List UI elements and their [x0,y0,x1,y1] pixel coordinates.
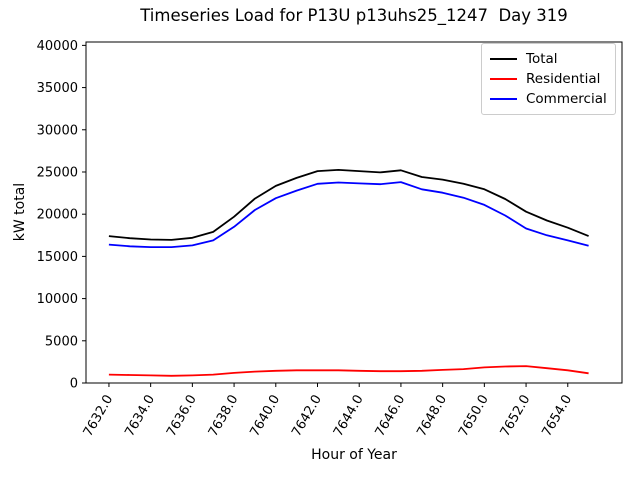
x-tick-label: 7648.0 [414,393,450,440]
x-tick-label: 7638.0 [206,393,242,440]
y-tick-label: 15000 [37,250,78,265]
x-tick-label: 7644.0 [331,393,367,440]
x-tick-label: 7650.0 [456,393,492,440]
legend-label: Residential [526,71,601,87]
x-tick-label: 7654.0 [539,393,575,440]
x-tick-label: 7634.0 [122,393,158,440]
y-tick-label: 0 [70,377,78,392]
legend-label: Total [526,51,558,67]
y-tick-label: 30000 [37,123,78,138]
y-tick-label: 40000 [37,39,78,54]
x-tick-label: 7642.0 [289,393,325,440]
x-tick-label: 7652.0 [498,393,534,440]
x-tick-label: 7646.0 [373,393,409,440]
y-tick-label: 25000 [37,165,78,180]
x-axis-label: Hour of Year [311,447,397,463]
y-tick-label: 10000 [37,292,78,307]
legend-label: Commercial [526,91,607,107]
y-tick-label: 5000 [45,334,78,349]
y-tick-label: 35000 [37,81,78,96]
legend-entry-total: Total [490,49,609,69]
axes-frame [85,41,623,384]
legend-line-sample [490,58,517,60]
legend-entry-residential: Residential [490,69,609,89]
series-line-residential [108,365,589,377]
chart-title: Timeseries Load for P13U p13uhs25_1247 D… [140,6,568,25]
x-tick-label: 7636.0 [164,393,200,440]
legend-entry-commercial: Commercial [490,89,609,109]
x-tick-label: 7632.0 [81,393,117,440]
series-line-commercial [108,181,589,249]
y-axis-label: kW total [12,182,28,242]
legend-line-sample [490,78,517,80]
legend: Total Residential Commercial [481,43,616,115]
series-line-total [108,168,589,241]
y-tick-label: 20000 [37,208,78,223]
legend-line-sample [490,98,517,100]
x-tick-label: 7640.0 [248,393,284,440]
